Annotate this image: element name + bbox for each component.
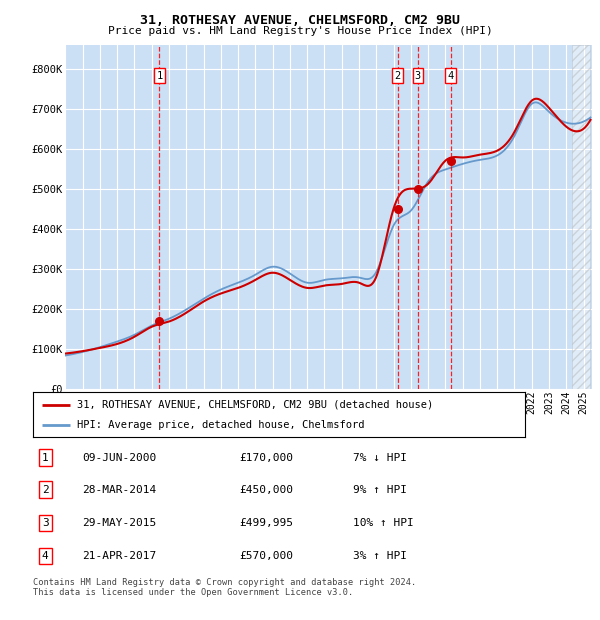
Text: 3: 3 (42, 518, 49, 528)
Text: 1: 1 (42, 453, 49, 463)
Text: 31, ROTHESAY AVENUE, CHELMSFORD, CM2 9BU: 31, ROTHESAY AVENUE, CHELMSFORD, CM2 9BU (140, 14, 460, 27)
Text: £450,000: £450,000 (239, 484, 293, 495)
Text: 09-JUN-2000: 09-JUN-2000 (82, 453, 157, 463)
Text: 4: 4 (42, 551, 49, 561)
Text: 31, ROTHESAY AVENUE, CHELMSFORD, CM2 9BU (detached house): 31, ROTHESAY AVENUE, CHELMSFORD, CM2 9BU… (77, 399, 434, 410)
Text: Price paid vs. HM Land Registry's House Price Index (HPI): Price paid vs. HM Land Registry's House … (107, 26, 493, 36)
Text: 3: 3 (415, 71, 421, 81)
Text: 2: 2 (42, 484, 49, 495)
Text: 4: 4 (448, 71, 454, 81)
Text: £170,000: £170,000 (239, 453, 293, 463)
Text: 28-MAR-2014: 28-MAR-2014 (82, 484, 157, 495)
Text: 9% ↑ HPI: 9% ↑ HPI (353, 484, 407, 495)
Text: 21-APR-2017: 21-APR-2017 (82, 551, 157, 561)
Text: 3% ↑ HPI: 3% ↑ HPI (353, 551, 407, 561)
Text: HPI: Average price, detached house, Chelmsford: HPI: Average price, detached house, Chel… (77, 420, 365, 430)
Text: 2: 2 (395, 71, 401, 81)
Text: 10% ↑ HPI: 10% ↑ HPI (353, 518, 413, 528)
Text: 7% ↓ HPI: 7% ↓ HPI (353, 453, 407, 463)
Text: 29-MAY-2015: 29-MAY-2015 (82, 518, 157, 528)
Text: £499,995: £499,995 (239, 518, 293, 528)
Text: Contains HM Land Registry data © Crown copyright and database right 2024.
This d: Contains HM Land Registry data © Crown c… (33, 578, 416, 597)
Text: £570,000: £570,000 (239, 551, 293, 561)
Text: 1: 1 (156, 71, 163, 81)
